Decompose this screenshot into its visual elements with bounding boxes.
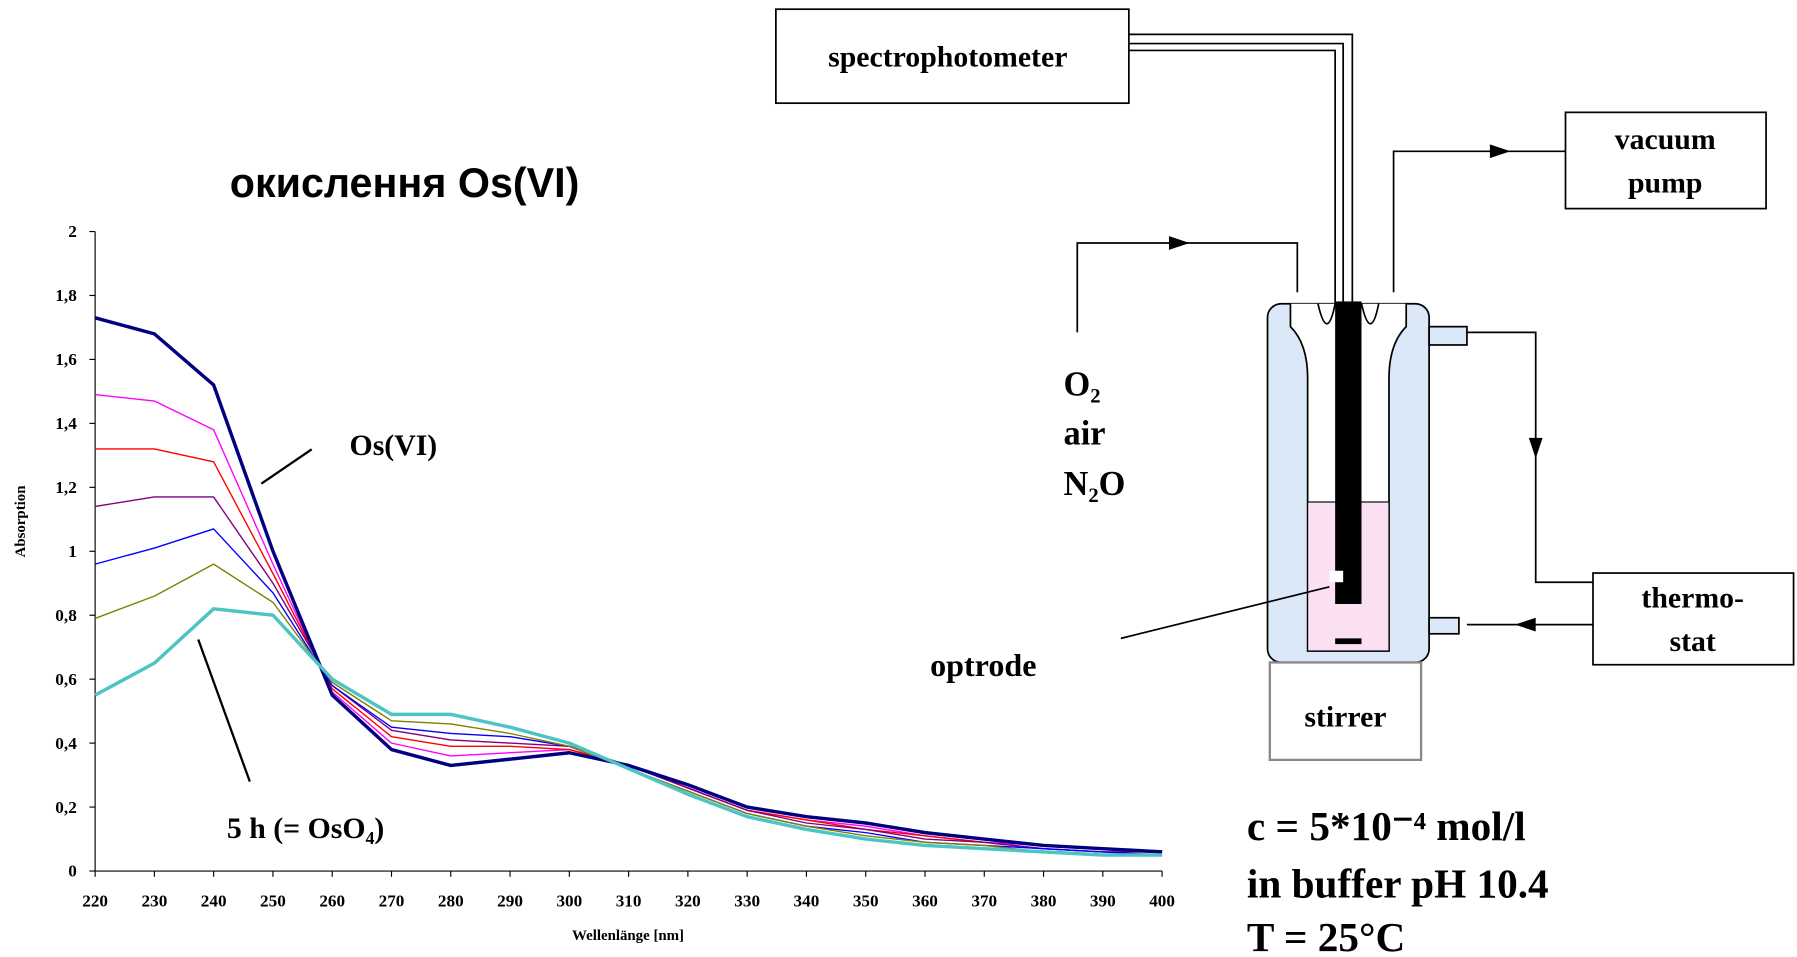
condition: T = 25°C	[1247, 914, 1405, 957]
condition: c = 5*10⁻⁴ mol/l	[1247, 803, 1526, 849]
label: vacuum	[1615, 123, 1716, 156]
figure: окислення Os(VI) Wellenlänge [nm] Absorp…	[0, 0, 1797, 957]
y-tick-label: 0,2	[55, 798, 76, 817]
annotation: Os(VI)	[350, 429, 438, 462]
x-tick-label: 220	[82, 892, 108, 911]
annotation-pointer	[198, 640, 250, 782]
x-tick-label: 230	[142, 892, 168, 911]
condition: in buffer pH 10.4	[1247, 860, 1549, 906]
y-tick-label: 2	[68, 222, 77, 241]
spectrum-line	[95, 395, 1162, 852]
x-tick-label: 370	[971, 892, 997, 911]
x-tick-label: 360	[912, 892, 938, 911]
pipe	[1467, 332, 1593, 624]
y-tick-label: 0,6	[55, 670, 77, 689]
x-tick-label: 350	[853, 892, 879, 911]
y-tick-label: 1,8	[55, 286, 77, 305]
arrow	[1490, 144, 1511, 158]
y-tick-label: 1,4	[55, 414, 77, 433]
optrode-probe	[1335, 301, 1361, 604]
chart-title: окислення Os(VI)	[230, 160, 580, 206]
x-tick-label: 270	[379, 892, 405, 911]
y-tick-label: 1,6	[55, 350, 77, 369]
label: stat	[1670, 625, 1716, 658]
y-tick-label: 0,8	[55, 606, 77, 625]
x-tick-label: 250	[260, 892, 286, 911]
plot-area	[95, 318, 1162, 855]
page: {"chart_data": {"type": "line", "title":…	[0, 0, 1797, 957]
arrow	[1529, 438, 1543, 459]
x-tick-label: 400	[1149, 892, 1175, 911]
x-tick-label: 340	[794, 892, 820, 911]
annotation-pointer	[261, 449, 311, 483]
pipe	[1077, 243, 1297, 332]
label: pump	[1628, 167, 1703, 200]
x-tick-label: 280	[438, 892, 464, 911]
pipe	[1394, 151, 1566, 292]
label: thermo-	[1641, 581, 1744, 614]
stir-bar	[1335, 638, 1361, 644]
label: spectrophotometer	[828, 40, 1067, 73]
cable	[1129, 34, 1352, 303]
label: optrode	[930, 647, 1036, 683]
x-tick-label: 300	[556, 892, 582, 911]
port	[1429, 618, 1459, 634]
x-tick-label: 320	[675, 892, 701, 911]
gas: air	[1064, 415, 1106, 453]
x-tick-label: 260	[319, 892, 345, 911]
arrow	[1515, 618, 1536, 632]
y-tick-label: 1,2	[55, 478, 76, 497]
spectrum-line	[95, 318, 1162, 852]
gas: O₂	[1064, 365, 1101, 403]
probe-window	[1329, 571, 1343, 582]
x-tick-label: 240	[201, 892, 227, 911]
spectrum-line	[95, 529, 1162, 855]
x-tick-label: 290	[497, 892, 523, 911]
gas: N₂O	[1064, 465, 1126, 503]
x-tick-label: 380	[1031, 892, 1057, 911]
x-tick-label: 310	[616, 892, 642, 911]
y-tick-label: 0	[68, 862, 77, 881]
label: stirrer	[1304, 701, 1386, 734]
x-axis-label: Wellenlänge [nm]	[572, 928, 684, 944]
y-tick-label: 0,4	[55, 734, 77, 753]
x-tick-label: 330	[734, 892, 760, 911]
x-tick-label: 390	[1090, 892, 1116, 911]
port	[1429, 327, 1467, 345]
annotation: 5 h (= OsO₄)	[227, 812, 384, 845]
arrow	[1169, 236, 1190, 250]
y-axis-label: Absorption	[13, 485, 29, 558]
y-tick-label: 1	[68, 542, 77, 561]
